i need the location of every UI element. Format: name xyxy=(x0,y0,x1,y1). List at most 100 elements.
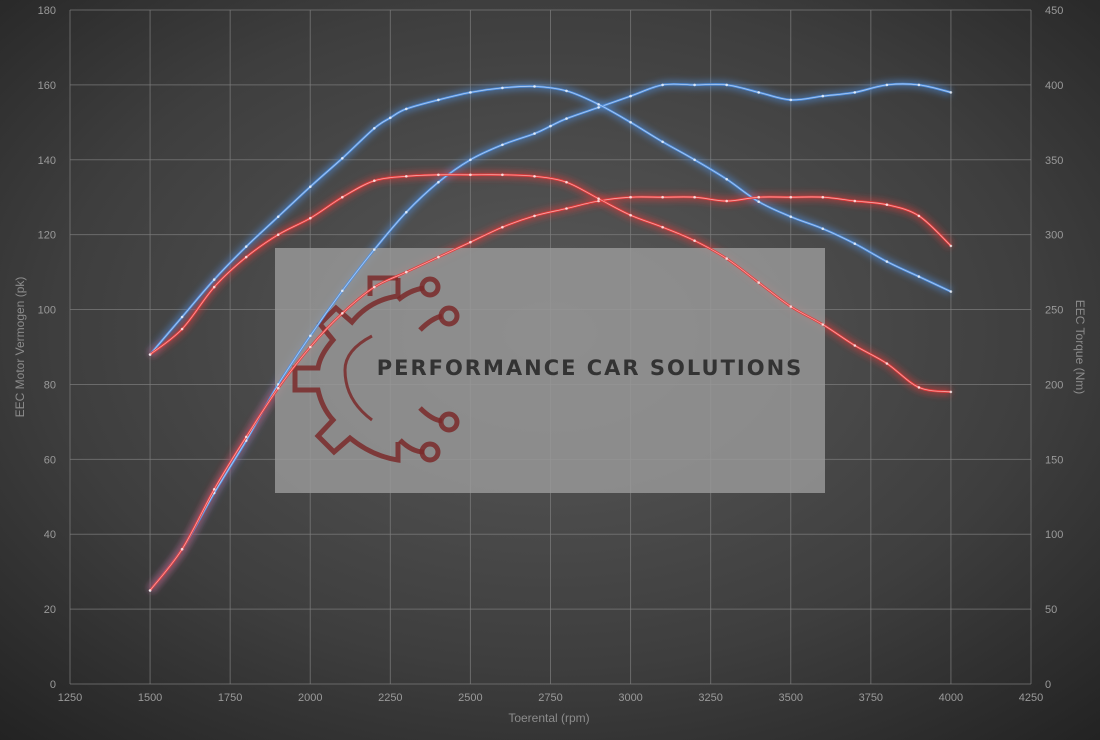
series-0-point-24 xyxy=(885,83,889,87)
right-tick-label: 400 xyxy=(1045,80,1063,92)
left-tick-label: 120 xyxy=(38,230,56,242)
left-axis-ticks: 0 20 40 60 80 100 120 140 160 180 xyxy=(38,5,56,691)
series-0-point-26 xyxy=(949,91,953,94)
x-axis-label: Toerental (rpm) xyxy=(508,711,589,725)
series-1-point-25 xyxy=(917,275,921,278)
series-2-point-9 xyxy=(437,255,440,259)
series-0-point-20 xyxy=(757,91,760,94)
series-1-point-18 xyxy=(693,158,696,162)
right-tick-label: 300 xyxy=(1045,230,1063,242)
left-tick-label: 60 xyxy=(44,454,56,466)
series-2-point-0 xyxy=(148,589,152,592)
series-2-point-4 xyxy=(276,386,280,390)
left-tick-label: 140 xyxy=(38,155,56,167)
right-tick-label: 200 xyxy=(1045,379,1063,391)
series-2-point-15 xyxy=(629,195,632,199)
series-3-point-5 xyxy=(309,216,312,220)
series-1-point-19 xyxy=(725,177,728,181)
series-2-point-19 xyxy=(757,195,760,199)
series-2-point-6 xyxy=(341,312,344,315)
series-0-point-10 xyxy=(469,158,472,162)
series-2-point-8 xyxy=(405,270,408,274)
right-tick-label: 250 xyxy=(1045,305,1063,317)
series-0-point-11 xyxy=(501,143,504,147)
series-3-point-22 xyxy=(853,344,857,347)
x-tick-label: 2000 xyxy=(298,692,322,704)
series-3-point-13 xyxy=(565,180,568,184)
series-2-point-7 xyxy=(373,285,376,289)
series-highlight-3 xyxy=(149,174,951,393)
x-tick-label: 1500 xyxy=(138,692,162,704)
series-1-point-5 xyxy=(309,185,312,188)
series-3-point-9 xyxy=(437,173,440,177)
series-3-point-16 xyxy=(661,225,664,229)
series-2-point-20 xyxy=(789,195,793,199)
series-3-point-7 xyxy=(373,179,376,182)
series-1-point-10 xyxy=(437,98,440,102)
watermark-box xyxy=(275,248,825,493)
series-2-point-17 xyxy=(693,195,696,199)
left-tick-label: 80 xyxy=(44,379,56,391)
series-2-point-5 xyxy=(309,345,312,349)
left-tick-label: 160 xyxy=(38,80,56,92)
series-3-point-17 xyxy=(693,239,696,242)
series-0-point-6 xyxy=(341,289,344,293)
series-2-point-3 xyxy=(244,435,248,439)
series-0-point-17 xyxy=(661,83,664,87)
series-3-point-15 xyxy=(629,213,632,217)
left-tick-label: 0 xyxy=(50,679,56,691)
series-1-point-17 xyxy=(661,140,664,144)
left-tick-label: 20 xyxy=(44,604,56,616)
x-tick-label: 2500 xyxy=(458,692,482,704)
series-1-point-3 xyxy=(244,245,248,248)
series-1-point-4 xyxy=(276,215,280,218)
right-tick-label: 0 xyxy=(1045,679,1051,691)
series-0-point-5 xyxy=(309,334,312,338)
right-tick-label: 150 xyxy=(1045,454,1063,466)
series-3-point-3 xyxy=(244,255,248,259)
series-2-point-10 xyxy=(469,240,472,244)
series-3-point-2 xyxy=(212,285,216,289)
x-tick-label: 3000 xyxy=(618,692,642,704)
series-1-point-23 xyxy=(853,242,857,245)
x-tick-label: 2750 xyxy=(538,692,562,704)
series-1-point-8 xyxy=(389,116,392,120)
series-2-point-13 xyxy=(565,207,568,210)
series-2-point-25 xyxy=(949,244,953,248)
x-tick-label: 4000 xyxy=(939,692,963,704)
left-tick-label: 40 xyxy=(44,529,56,541)
series-3-point-25 xyxy=(949,390,953,394)
series-0-point-21 xyxy=(789,98,793,102)
series-2-point-22 xyxy=(853,199,857,203)
series-0-point-18 xyxy=(693,83,696,87)
series-3-point-4 xyxy=(276,233,280,236)
series-1-point-9 xyxy=(405,107,408,111)
series-0-point-8 xyxy=(405,210,408,214)
series-0-point-15 xyxy=(597,106,600,109)
right-axis-label: EEC Torque (Nm) xyxy=(1073,300,1087,394)
right-axis-ticks: 0 50 100 150 200 250 300 350 400 450 xyxy=(1045,5,1063,691)
series-1-point-6 xyxy=(341,157,344,160)
series-3-point-21 xyxy=(821,323,825,326)
series-2-point-12 xyxy=(533,214,536,218)
series-3-point-20 xyxy=(789,305,793,308)
x-tick-label: 4250 xyxy=(1019,692,1043,704)
series-1-point-1 xyxy=(180,315,184,319)
series-1-point-14 xyxy=(565,89,568,93)
series-0-point-12 xyxy=(533,132,536,135)
x-tick-label: 3500 xyxy=(779,692,803,704)
x-tick-label: 3750 xyxy=(859,692,883,704)
series-0-point-16 xyxy=(629,94,632,98)
series-3-point-23 xyxy=(885,362,889,365)
series-2-point-16 xyxy=(661,195,664,199)
series-1-point-20 xyxy=(757,200,760,203)
series-0-point-13 xyxy=(549,124,552,128)
series-1-point-22 xyxy=(821,227,825,230)
series-2-point-1 xyxy=(180,547,184,551)
right-tick-label: 100 xyxy=(1045,529,1063,541)
series-3-point-8 xyxy=(405,175,408,178)
series-0-point-4 xyxy=(276,383,280,386)
series-3-point-11 xyxy=(501,173,504,177)
series-0-point-7 xyxy=(373,248,376,251)
